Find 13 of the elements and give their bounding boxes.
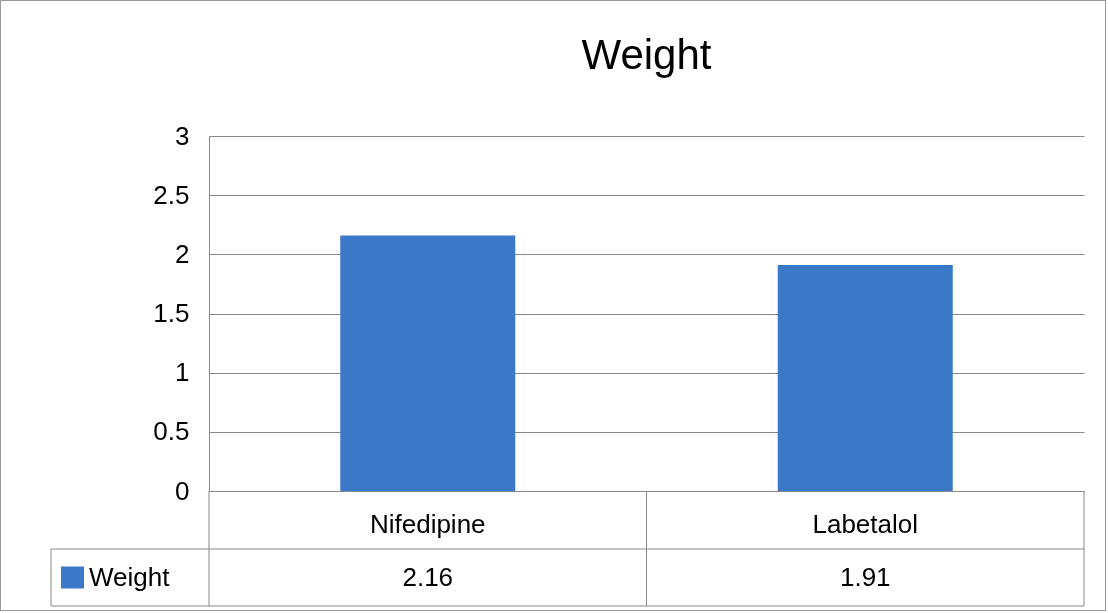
y-tick-label: 0.5 [153, 416, 190, 447]
y-tick-label: 1 [175, 357, 190, 388]
legend-label: Weight [89, 561, 171, 592]
y-tick-label: 3 [175, 120, 190, 151]
y-tick-label: 2.5 [153, 179, 190, 210]
x-tick-label: Nifedipine [369, 508, 486, 539]
y-tick-label: 0 [175, 475, 190, 506]
y-tick-label: 1.5 [153, 298, 190, 328]
chart-title: Weight [581, 31, 712, 78]
y-tick-label: 2 [175, 238, 190, 269]
data-label: 1.91 [839, 561, 891, 592]
data-label: 2.16 [402, 561, 454, 592]
x-tick-label: Labetalol [812, 508, 919, 539]
